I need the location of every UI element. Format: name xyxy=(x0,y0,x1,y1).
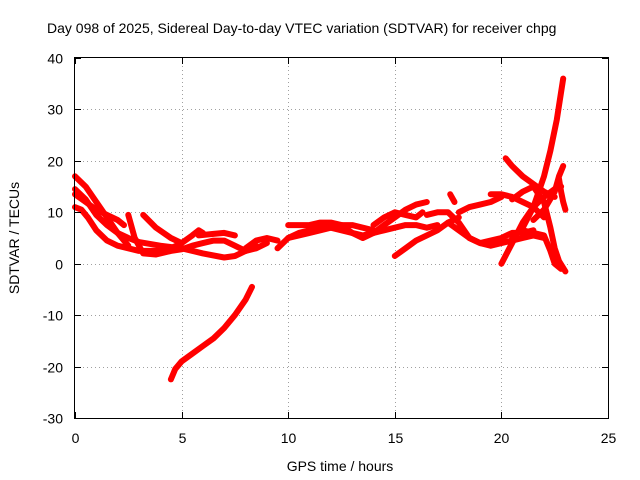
x-tick-label: 15 xyxy=(388,430,404,446)
x-tick-label: 5 xyxy=(179,430,187,446)
x-tick-label: 25 xyxy=(601,430,617,446)
x-tick-labels: 0 5 10 15 20 25 xyxy=(72,430,617,446)
y-tick-labels: -30 -20 -10 0 10 20 30 40 xyxy=(43,51,63,427)
series-track-9 xyxy=(167,283,255,383)
x-axis-label: GPS time / hours xyxy=(287,458,394,474)
series-track-23 xyxy=(509,183,569,275)
y-tick-label: 30 xyxy=(47,102,63,118)
tick-marks xyxy=(75,58,609,419)
series-track-8 xyxy=(242,235,281,252)
y-tick-label: 0 xyxy=(55,257,63,273)
series-track-24 xyxy=(519,227,565,272)
chart-title: Day 098 of 2025, Sidereal Day-to-day VTE… xyxy=(47,20,556,36)
y-tick-label: -30 xyxy=(43,411,63,427)
series-track-18 xyxy=(455,193,505,216)
series-track-11 xyxy=(285,199,430,241)
y-tick-label: 20 xyxy=(47,154,63,170)
series-track-4 xyxy=(72,191,127,229)
series-track-25 xyxy=(530,163,567,223)
y-axis-label: SDTVAR / TECUs xyxy=(6,182,22,294)
series-track-16 xyxy=(447,191,458,205)
series-track-7 xyxy=(195,229,238,239)
y-tick-label: 40 xyxy=(47,51,63,67)
series-track-6 xyxy=(140,211,185,247)
plot-frame xyxy=(74,57,609,419)
x-tick-label: 0 xyxy=(72,430,80,446)
y-tick-label: -20 xyxy=(43,360,63,376)
series-layer xyxy=(72,75,569,383)
series-track-2 xyxy=(72,186,260,261)
series-track-12 xyxy=(285,222,377,241)
grid xyxy=(75,58,608,418)
y-tick-label: 10 xyxy=(47,205,63,221)
x-tick-label: 20 xyxy=(494,430,510,446)
series-track-13 xyxy=(370,209,426,229)
y-tick-label: -10 xyxy=(43,308,63,324)
x-tick-label: 10 xyxy=(281,430,297,446)
series-track-26 xyxy=(556,175,569,213)
series-track-3 xyxy=(72,204,206,254)
